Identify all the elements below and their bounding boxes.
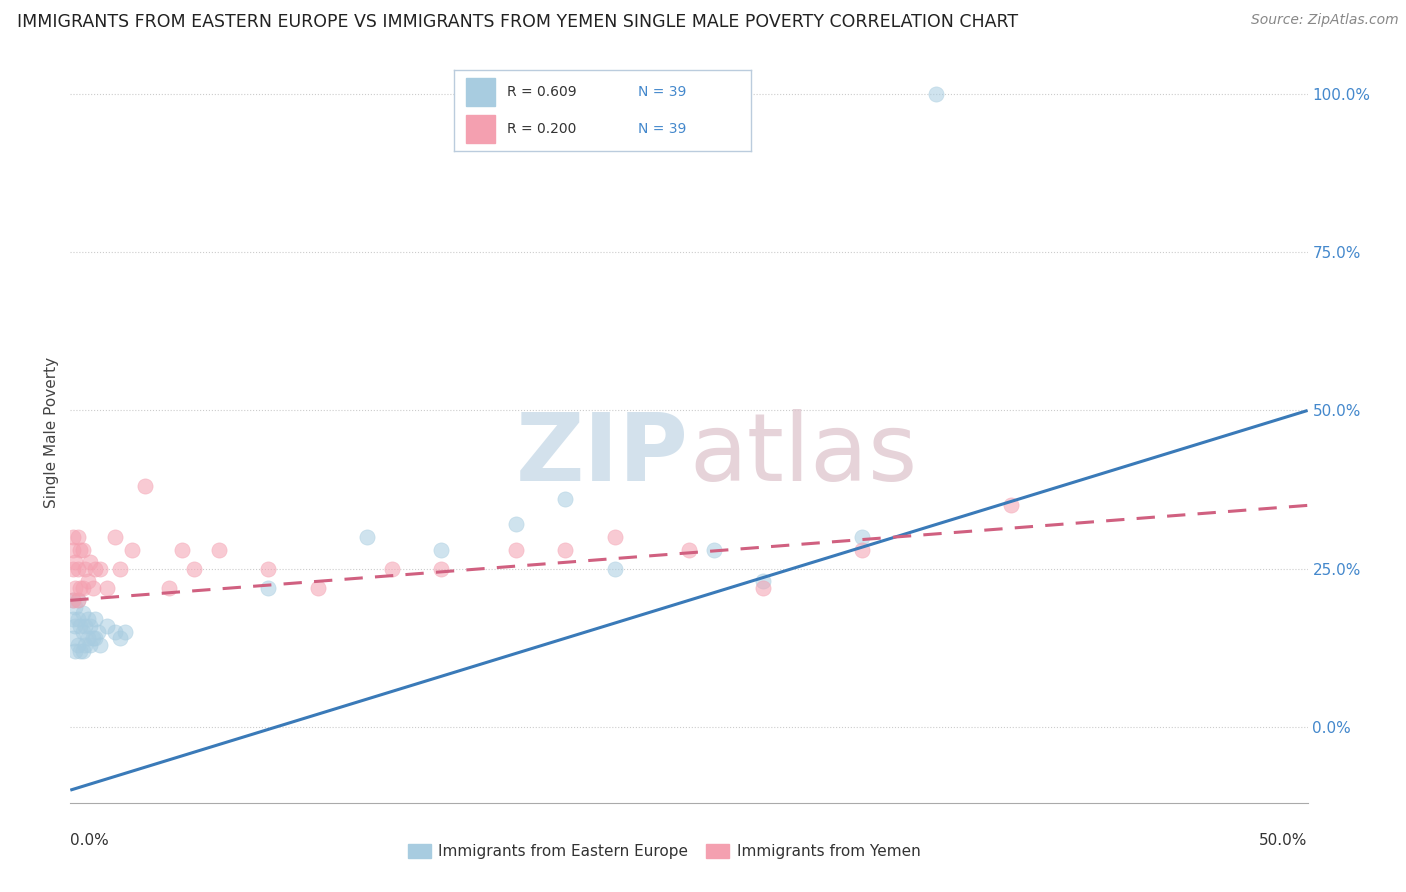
Legend: Immigrants from Eastern Europe, Immigrants from Yemen: Immigrants from Eastern Europe, Immigran… — [402, 838, 927, 865]
Point — [257, 562, 280, 576]
Point — [69, 644, 91, 658]
Point — [62, 562, 84, 576]
Point — [356, 530, 378, 544]
Point — [121, 542, 143, 557]
Point — [84, 632, 107, 646]
Point — [104, 530, 127, 544]
Text: IMMIGRANTS FROM EASTERN EUROPE VS IMMIGRANTS FROM YEMEN SINGLE MALE POVERTY CORR: IMMIGRANTS FROM EASTERN EUROPE VS IMMIGR… — [17, 13, 1018, 31]
Point — [554, 491, 576, 506]
Point — [66, 593, 89, 607]
Point — [82, 581, 104, 595]
Point — [76, 632, 98, 646]
Point — [170, 542, 193, 557]
Point — [72, 624, 94, 639]
Point — [66, 638, 89, 652]
Point — [65, 581, 87, 595]
Text: 50.0%: 50.0% — [1260, 833, 1308, 848]
Point — [1000, 499, 1022, 513]
Point — [76, 612, 98, 626]
Point — [84, 562, 107, 576]
Point — [678, 542, 700, 557]
Point — [79, 618, 101, 632]
Point — [65, 555, 87, 569]
Point — [79, 555, 101, 569]
Text: atlas: atlas — [689, 409, 917, 500]
Point — [851, 542, 873, 557]
Point — [84, 612, 107, 626]
Point — [554, 542, 576, 557]
Point — [183, 562, 205, 576]
Point — [72, 581, 94, 595]
Y-axis label: Single Male Poverty: Single Male Poverty — [44, 357, 59, 508]
Point — [505, 542, 527, 557]
Point — [69, 618, 91, 632]
Point — [108, 632, 131, 646]
Point — [62, 530, 84, 544]
Point — [65, 644, 87, 658]
Point — [62, 632, 84, 646]
Point — [703, 542, 725, 557]
Point — [603, 530, 626, 544]
Point — [430, 562, 453, 576]
Point — [257, 581, 280, 595]
Point — [69, 581, 91, 595]
Point — [89, 562, 111, 576]
Point — [62, 612, 84, 626]
Point — [505, 517, 527, 532]
Point — [603, 562, 626, 576]
Text: 0.0%: 0.0% — [70, 833, 110, 848]
Point — [72, 644, 94, 658]
Point — [114, 624, 136, 639]
Point — [65, 599, 87, 614]
Point — [62, 593, 84, 607]
Point — [76, 574, 98, 589]
Point — [307, 581, 329, 595]
Point — [66, 593, 89, 607]
Point — [75, 562, 97, 576]
Point — [96, 581, 118, 595]
Point — [62, 542, 84, 557]
Point — [752, 581, 775, 595]
Point — [62, 593, 84, 607]
Point — [89, 638, 111, 652]
Point — [157, 581, 180, 595]
Text: ZIP: ZIP — [516, 409, 689, 500]
Point — [75, 618, 97, 632]
Point — [381, 562, 404, 576]
Point — [66, 612, 89, 626]
Point — [925, 87, 948, 101]
Point — [79, 638, 101, 652]
Point — [86, 624, 108, 639]
Point — [134, 479, 156, 493]
Point — [72, 542, 94, 557]
Point — [75, 638, 97, 652]
Point — [108, 562, 131, 576]
Point — [851, 530, 873, 544]
Text: Source: ZipAtlas.com: Source: ZipAtlas.com — [1251, 13, 1399, 28]
Point — [430, 542, 453, 557]
Point — [69, 542, 91, 557]
Point — [752, 574, 775, 589]
Point — [72, 606, 94, 620]
Point — [82, 632, 104, 646]
Point — [65, 618, 87, 632]
Point — [66, 562, 89, 576]
Point — [208, 542, 231, 557]
Point — [66, 530, 89, 544]
Point — [104, 624, 127, 639]
Point — [96, 618, 118, 632]
